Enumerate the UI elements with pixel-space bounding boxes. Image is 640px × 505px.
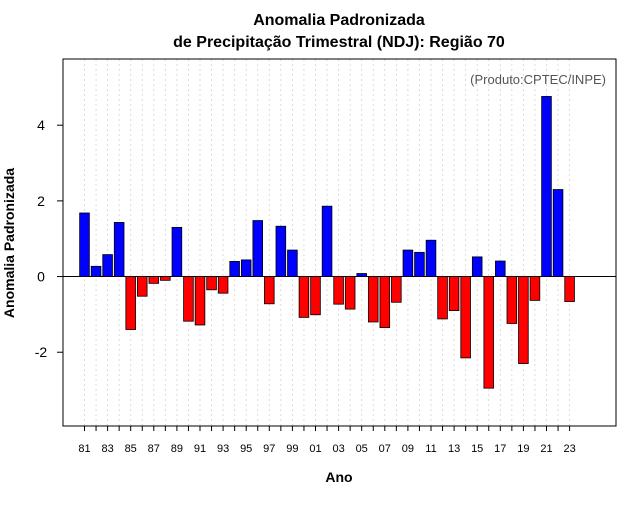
x-tick-label: 01 — [309, 443, 321, 455]
x-tick-label: 99 — [286, 443, 298, 455]
bar-03 — [333, 276, 344, 305]
x-tick-label: 81 — [78, 443, 90, 455]
bar-84 — [113, 222, 125, 277]
x-tick-label: 95 — [240, 443, 252, 455]
bar-07 — [379, 276, 391, 329]
y-tick-label: 2 — [37, 193, 45, 209]
x-tick-label: 15 — [471, 443, 483, 455]
y-tick-label: 0 — [37, 269, 45, 285]
bar-01 — [310, 276, 321, 316]
grid — [84, 59, 570, 426]
x-tick-label: 09 — [402, 443, 414, 455]
x-tick-label: 13 — [448, 443, 460, 455]
bar-22 — [552, 189, 564, 277]
bar-82 — [90, 265, 102, 277]
bar-21 — [541, 96, 552, 277]
bar-05 — [356, 273, 367, 277]
x-tick-label: 87 — [148, 443, 160, 455]
x-tick-label: 97 — [263, 443, 275, 455]
bar-23 — [564, 276, 575, 302]
x-axis-label: Ano — [325, 469, 352, 485]
chart-title-line2: de Precipitação Trimestral (NDJ): Região… — [173, 34, 505, 51]
x-tick-label: 05 — [356, 443, 368, 455]
bar-10 — [414, 251, 425, 277]
x-tick-label: 85 — [125, 443, 137, 455]
bar-08 — [391, 276, 402, 303]
bar-97 — [264, 276, 275, 305]
bar-81 — [79, 212, 90, 277]
bar-86 — [136, 276, 148, 297]
bar-14 — [460, 276, 471, 359]
bar-12 — [437, 276, 448, 320]
x-tick-label: 89 — [171, 443, 183, 455]
bar-94 — [229, 261, 240, 277]
bar-83 — [102, 254, 113, 277]
plot-frame — [62, 58, 617, 427]
bar-02 — [321, 205, 333, 277]
x-tick-label: 19 — [517, 443, 529, 455]
bar-17 — [495, 260, 506, 277]
bar-00 — [298, 276, 310, 318]
bar-98 — [275, 225, 287, 277]
bar-89 — [171, 226, 183, 277]
bar-95 — [240, 259, 252, 277]
bar-15 — [471, 256, 483, 277]
bar-11 — [425, 239, 437, 277]
bar-04 — [344, 276, 356, 310]
bar-99 — [287, 249, 298, 277]
bar-91 — [194, 276, 206, 326]
bar-16 — [483, 276, 494, 389]
source-annotation: (Produto:CPTEC/INPE) — [470, 72, 606, 87]
x-tick-label: 03 — [332, 443, 344, 455]
y-axis-label: Anomalia Padronizada — [1, 168, 17, 318]
bar-87 — [148, 276, 160, 284]
bar-13 — [448, 276, 460, 312]
y-tick-label: -2 — [35, 344, 48, 360]
x-tick-label: 17 — [494, 443, 506, 455]
x-tick-label: 07 — [379, 443, 391, 455]
bar-20 — [529, 276, 541, 301]
x-tick-label: 91 — [194, 443, 206, 455]
bar-19 — [518, 276, 529, 364]
chart-title-line1: Anomalia Padronizada — [253, 12, 425, 29]
x-axis: 81 83 85 87 89 91 93 95 97 99 01 03 05 07 09 11 13 15 17 19… — [78, 426, 576, 455]
bar-18 — [506, 276, 518, 324]
bar-06 — [367, 276, 379, 323]
bar-88 — [160, 276, 171, 281]
bar-93 — [217, 276, 229, 294]
bar-90 — [183, 276, 194, 322]
bar-96 — [252, 220, 263, 277]
bar-92 — [206, 276, 217, 291]
bars — [79, 96, 575, 389]
x-tick-label: 11 — [425, 443, 436, 455]
bar-85 — [125, 276, 136, 330]
x-tick-label: 83 — [101, 443, 113, 455]
x-tick-label: 93 — [217, 443, 229, 455]
bar-09 — [402, 249, 414, 277]
x-tick-label: 21 — [540, 443, 552, 455]
y-tick-label: 4 — [37, 117, 45, 133]
y-axis: -2 0 2 4 — [35, 117, 63, 360]
x-tick-label: 23 — [563, 443, 575, 455]
